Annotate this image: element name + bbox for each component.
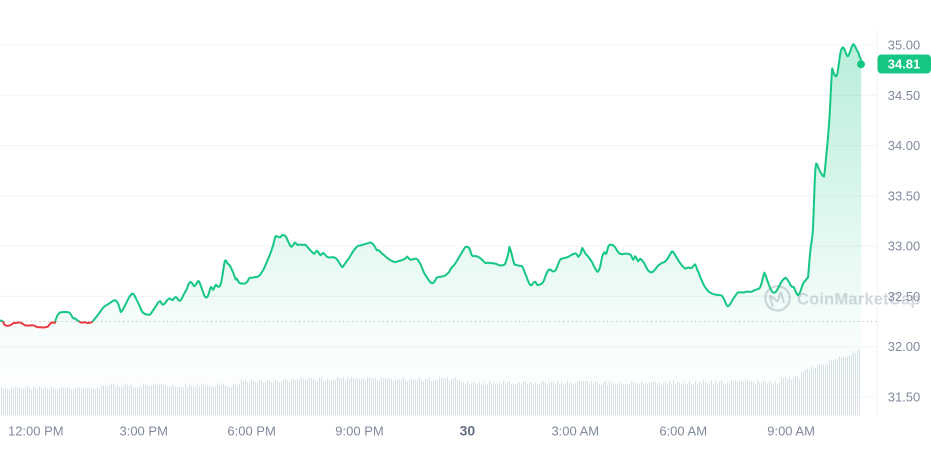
svg-text:33.00: 33.00	[888, 239, 921, 254]
svg-text:3:00 PM: 3:00 PM	[119, 424, 167, 439]
svg-text:32.50: 32.50	[888, 289, 921, 304]
svg-text:35.00: 35.00	[888, 38, 921, 53]
svg-text:32.00: 32.00	[888, 339, 921, 354]
svg-text:30: 30	[460, 423, 476, 439]
svg-text:31.50: 31.50	[888, 390, 921, 405]
svg-text:33.50: 33.50	[888, 188, 921, 203]
svg-text:6:00 PM: 6:00 PM	[227, 424, 275, 439]
svg-text:34.81: 34.81	[888, 57, 921, 72]
svg-text:9:00 PM: 9:00 PM	[335, 424, 383, 439]
svg-text:12:00 PM: 12:00 PM	[8, 424, 64, 439]
svg-text:9:00 AM: 9:00 AM	[767, 424, 815, 439]
svg-text:6:00 AM: 6:00 AM	[659, 424, 707, 439]
svg-text:34.50: 34.50	[888, 88, 921, 103]
svg-text:34.00: 34.00	[888, 138, 921, 153]
svg-text:3:00 AM: 3:00 AM	[551, 424, 599, 439]
